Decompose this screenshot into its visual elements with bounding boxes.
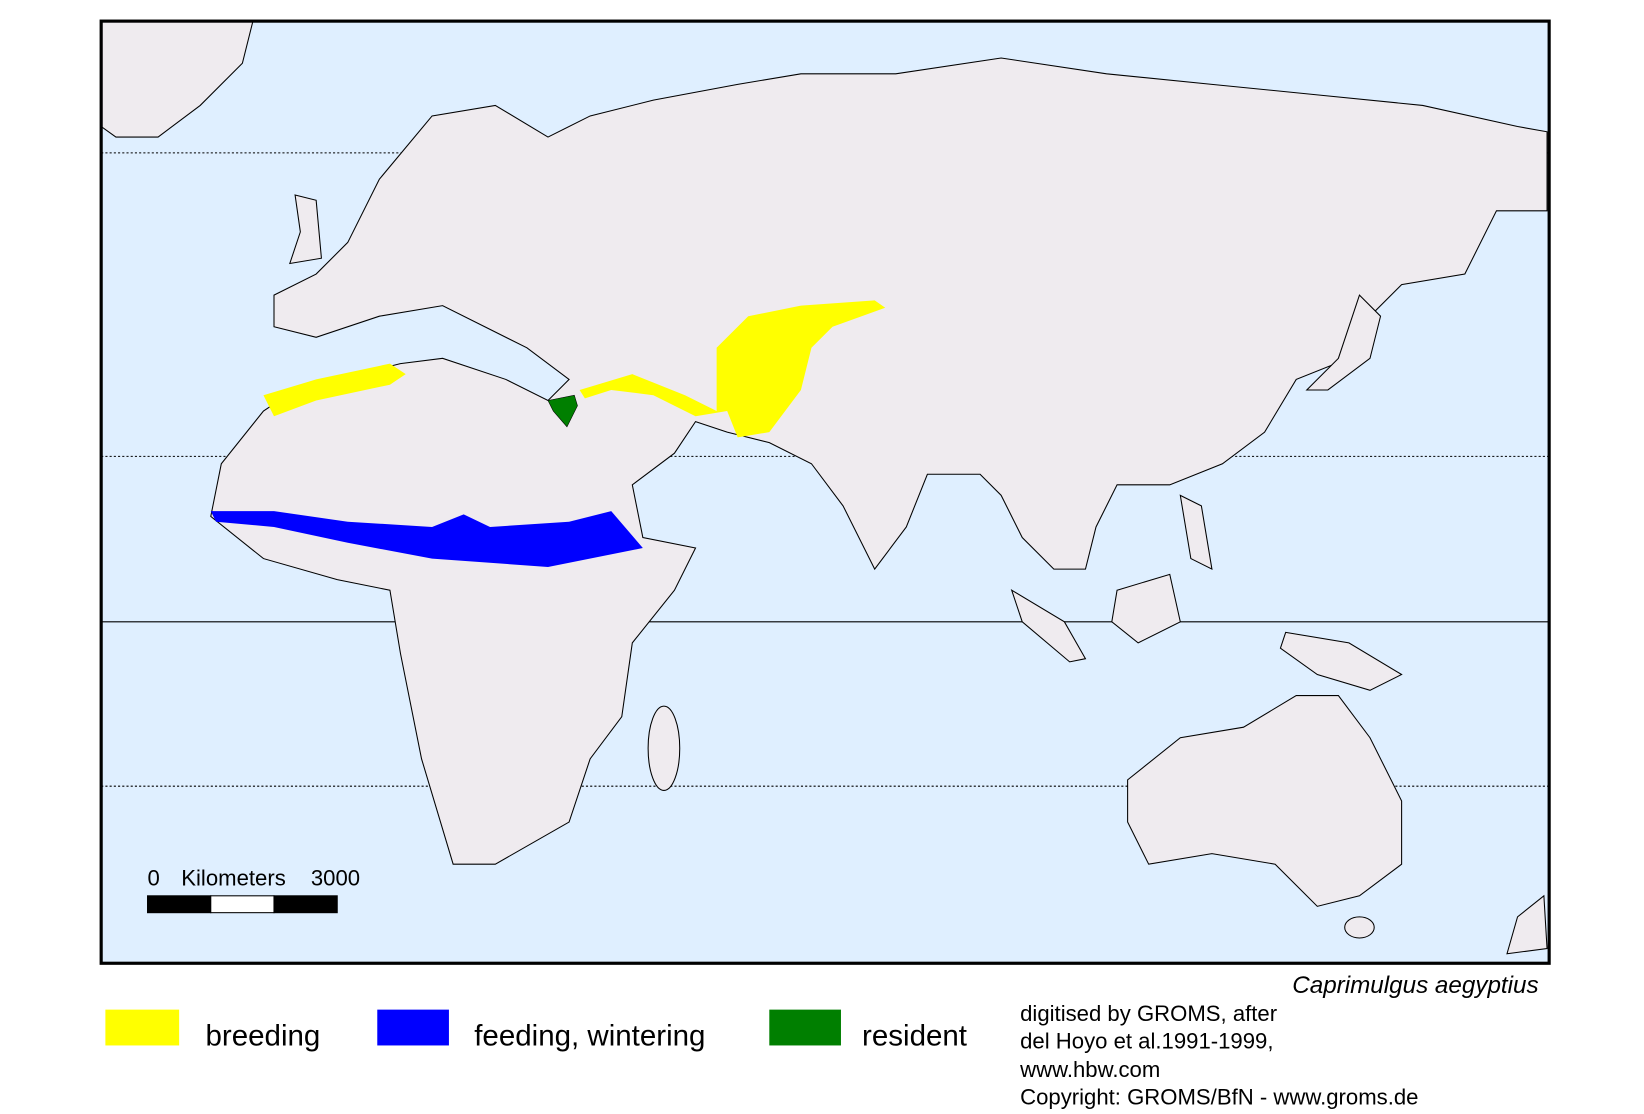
tasmania: [1344, 916, 1375, 939]
credit-line: www.hbw.com: [1019, 1057, 1160, 1082]
credits: digitised by GROMS, after del Hoyo et al…: [1019, 1001, 1418, 1109]
legend-label: resident: [862, 1019, 967, 1052]
credit-line: del Hoyo et al.1991-1999,: [1020, 1029, 1273, 1054]
madagascar: [647, 705, 681, 791]
new-guinea: [1279, 631, 1403, 691]
species-name: Caprimulgus aegyptius: [1292, 972, 1538, 999]
scale-bar: [147, 895, 338, 914]
legend-swatch: [105, 1009, 180, 1046]
britain: [289, 194, 322, 265]
credit-line: Copyright: GROMS/BfN - www.groms.de: [1020, 1084, 1418, 1109]
australia: [1127, 695, 1403, 907]
eurasia-africa: [210, 57, 1548, 865]
greenland: [100, 20, 254, 138]
scale-end: 3000: [311, 865, 360, 890]
legend-label: feeding, wintering: [474, 1019, 705, 1052]
range-breeding-east: [579, 300, 886, 438]
map-frame: 0 Kilometers 3000: [99, 19, 1551, 965]
frame-border: [99, 19, 1551, 965]
scale-segment: [210, 895, 275, 914]
legend-swatch: [769, 1009, 841, 1046]
sumatra: [1010, 589, 1087, 663]
legend: breeding feeding, wintering resident: [105, 1009, 967, 1052]
scale-segment: [147, 895, 212, 914]
japan: [1305, 294, 1382, 391]
credit-line: digitised by GROMS, after: [1020, 1001, 1277, 1026]
scale-start: 0: [148, 865, 160, 890]
philippines: [1179, 494, 1213, 571]
legend-label: breeding: [206, 1019, 321, 1052]
legend-swatch: [377, 1009, 449, 1046]
scale-unit: Kilometers: [181, 865, 286, 890]
borneo: [1111, 573, 1181, 644]
new-zealand: [1506, 894, 1548, 955]
range-wintering: [210, 511, 643, 568]
scale-segment: [273, 895, 338, 914]
range-breeding-west: [263, 363, 406, 417]
range-resident: [547, 394, 578, 428]
